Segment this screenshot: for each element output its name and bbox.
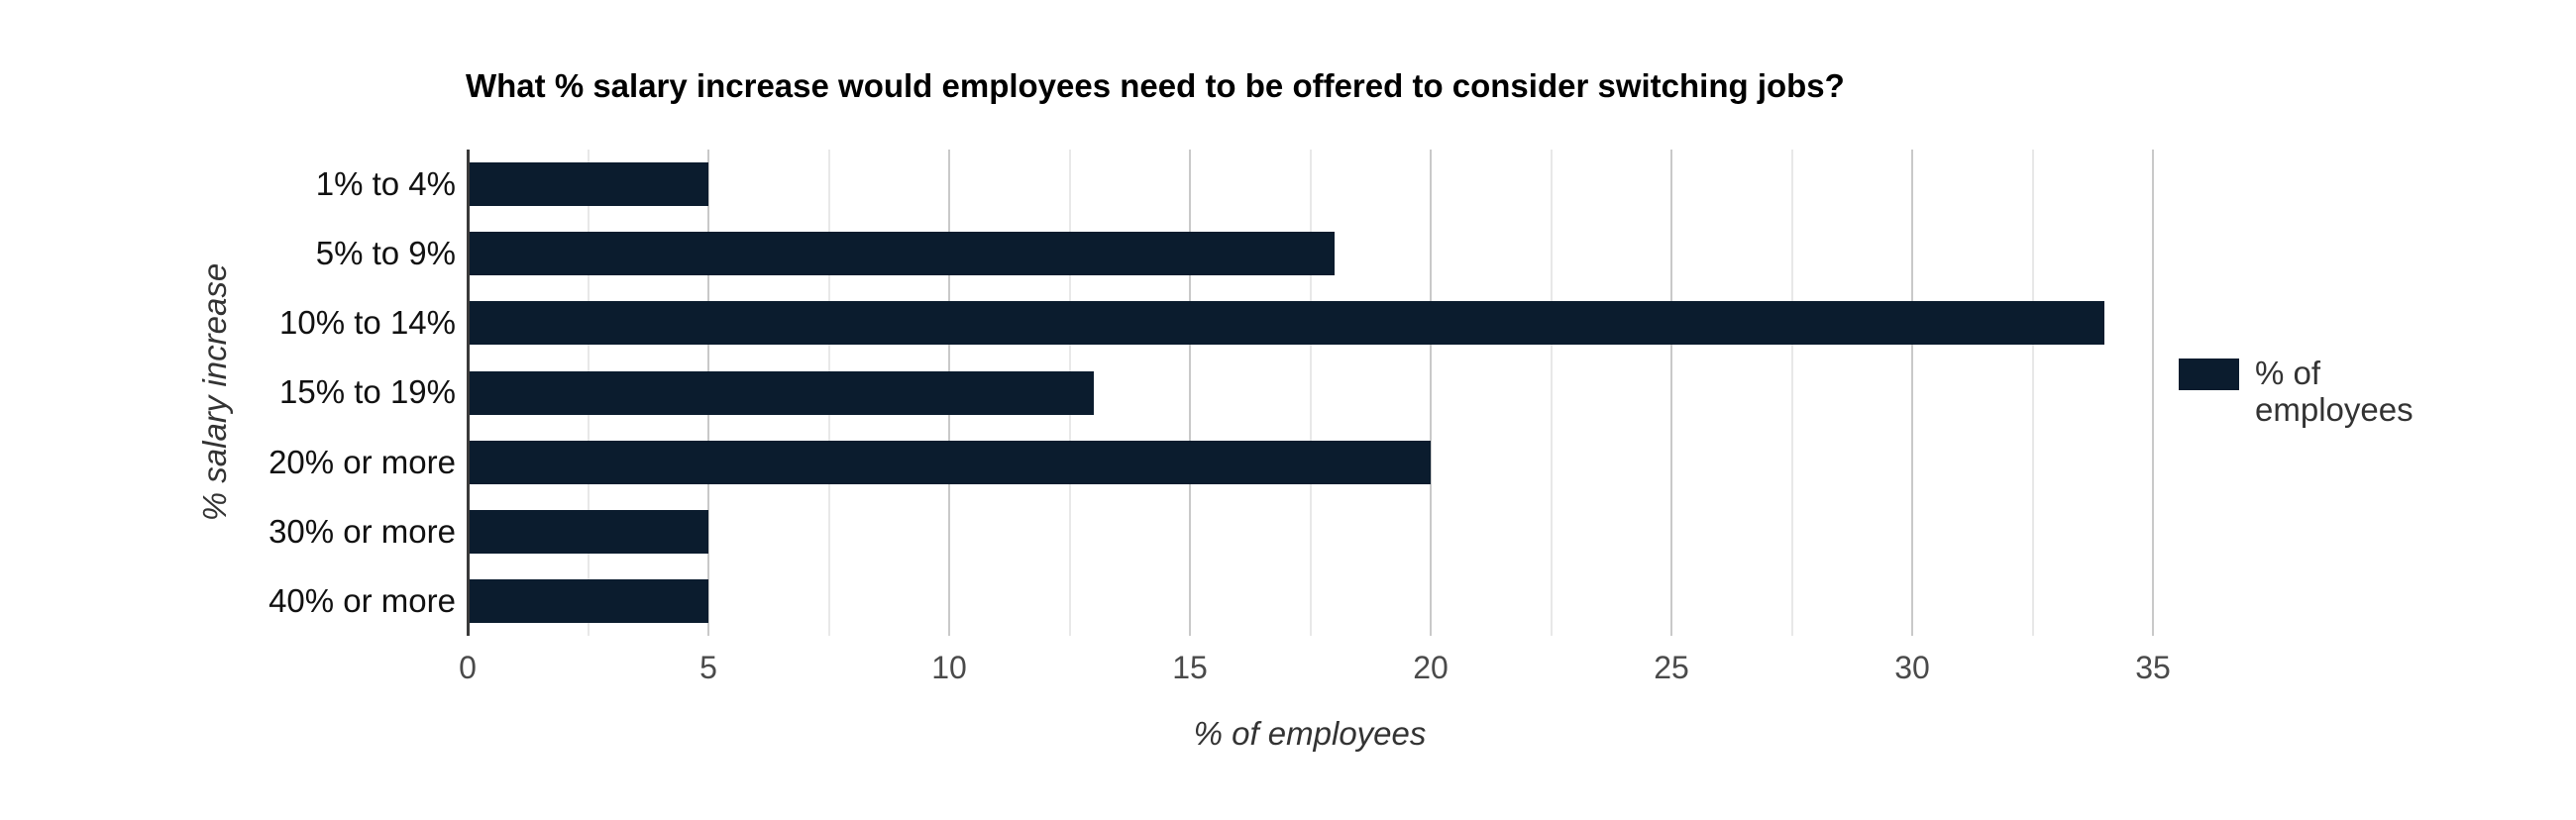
- major-gridline: [2152, 150, 2154, 636]
- major-gridline: [1189, 150, 1191, 636]
- x-tick-label: 35: [2135, 650, 2171, 685]
- y-axis-line: [467, 150, 470, 636]
- major-gridline: [1430, 150, 1432, 636]
- minor-gridline: [1550, 150, 1553, 636]
- bar-40-or-more[interactable]: [469, 578, 708, 623]
- bar-10-to-14[interactable]: [469, 301, 2105, 346]
- x-tick-label: 20: [1413, 650, 1449, 685]
- x-tick-label: 10: [931, 650, 967, 685]
- bar-15-to-19[interactable]: [469, 370, 1094, 415]
- bar-5-to-9[interactable]: [469, 232, 1335, 276]
- minor-gridline: [2031, 150, 2034, 636]
- minor-gridline: [1309, 150, 1312, 636]
- category-axis-labels: 1% to 4% 5% to 9% 10% to 14% 15% to 19% 20% …: [149, 150, 456, 636]
- x-axis-title: % of employees: [1193, 715, 1427, 752]
- x-tick-label: 5: [699, 650, 717, 685]
- plot-area: [467, 150, 2154, 636]
- x-axis-ticks: 0 5 10 15 20 25 30 35: [459, 650, 2171, 689]
- major-gridline: [1911, 150, 1913, 636]
- bar-1-to-4[interactable]: [469, 162, 708, 207]
- major-gridline: [1670, 150, 1672, 636]
- legend-swatch: [2179, 359, 2239, 390]
- x-tick-label: 25: [1654, 650, 1689, 685]
- category-label: 30% or more: [268, 512, 456, 550]
- minor-gridline: [1790, 150, 1793, 636]
- legend[interactable]: % of employees: [2179, 355, 2438, 429]
- bar-30-or-more[interactable]: [469, 509, 708, 554]
- category-label: 5% to 9%: [315, 235, 456, 272]
- category-label: 20% or more: [268, 443, 456, 480]
- category-label: 1% to 4%: [315, 165, 456, 203]
- bar-20-or-more[interactable]: [469, 440, 1431, 484]
- x-tick-label: 30: [1894, 650, 1930, 685]
- category-label: 15% to 19%: [279, 373, 456, 411]
- category-label: 10% to 14%: [279, 304, 456, 342]
- chart-title: What % salary increase would employees n…: [466, 67, 1845, 104]
- category-label: 40% or more: [268, 581, 456, 619]
- legend-label: % of employees: [2255, 355, 2414, 429]
- x-tick-label: 0: [459, 650, 477, 685]
- x-tick-label: 15: [1172, 650, 1208, 685]
